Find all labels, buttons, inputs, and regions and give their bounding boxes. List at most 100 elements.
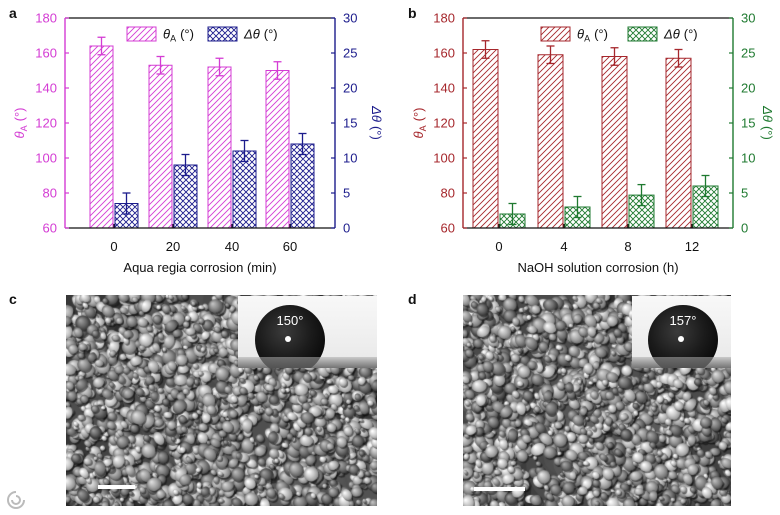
angle-hysteresis-legend-swatch <box>627 26 658 42</box>
y-right-axis-title: Δθ (°) <box>369 105 384 140</box>
droplet-highlight <box>678 336 684 342</box>
angle-hysteresis-bar <box>232 150 257 229</box>
contact-angle-legend-swatch <box>126 26 157 42</box>
scale-bar <box>98 485 135 489</box>
angle-hysteresis-error-bar <box>240 139 249 163</box>
x-tick-label: 4 <box>560 239 567 254</box>
angle-hysteresis-error-bar <box>508 202 517 226</box>
y-left-tick-label: 140 <box>35 81 57 96</box>
contact-angle-bar <box>265 70 290 229</box>
y-left-tick-label: 160 <box>35 46 57 61</box>
y-left-axis-title-symbol: θ <box>12 131 27 138</box>
y-right-tick-label: 15 <box>741 116 755 131</box>
contact-angle-legend-label-unit: (°) <box>594 27 608 42</box>
contact-angle-legend-label-unit: (°) <box>180 27 194 42</box>
angle-hysteresis-bar <box>290 143 315 229</box>
y-left-tick-label: 120 <box>35 116 57 131</box>
y-left-tick-label: 140 <box>433 81 455 96</box>
angle-hysteresis-error-bar <box>122 192 131 215</box>
panel-label-c: c <box>9 291 17 307</box>
panel-label-a: a <box>9 5 17 21</box>
contact-angle-error-bar <box>481 40 490 59</box>
y-right-tick-label: 20 <box>343 81 357 96</box>
x-tick-label: 60 <box>283 239 297 254</box>
y-right-tick-label: 5 <box>343 186 350 201</box>
angle-hysteresis-error-bar <box>637 183 646 207</box>
y-left-tick-label: 60 <box>43 221 57 236</box>
y-left-tick-label: 100 <box>35 151 57 166</box>
y-left-axis-title-unit: (°) <box>411 108 426 122</box>
y-right-tick-label: 25 <box>741 46 755 61</box>
x-tick-label: 40 <box>225 239 239 254</box>
y-right-axis-title-unit: (°) <box>369 126 384 140</box>
x-tick-label: 12 <box>685 239 699 254</box>
substrate-reflection <box>632 357 731 368</box>
y-left-tick-label: 180 <box>35 11 57 26</box>
angle-hysteresis-error-bar <box>701 174 710 198</box>
y-right-tick-label: 30 <box>741 11 755 26</box>
y-left-axis-title-symbol: θ <box>411 131 426 138</box>
y-right-tick-label: 5 <box>741 186 748 201</box>
contact-angle-bar <box>537 54 564 229</box>
x-axis-title: Aqua regia corrosion (min) <box>123 260 276 275</box>
y-left-axis-title: θA (°) <box>411 108 428 139</box>
contact-angle-legend-label-symbol: θ <box>577 27 584 42</box>
angle-hysteresis-error-bar <box>573 195 582 219</box>
x-tick-label: 8 <box>624 239 631 254</box>
angle-hysteresis-legend-label: Δθ (°) <box>243 27 278 42</box>
contact-angle-bar <box>148 64 173 229</box>
y-right-tick-label: 0 <box>741 221 748 236</box>
angle-hysteresis-legend-label-symbol: Δθ <box>243 27 260 42</box>
contact-angle-inset-d: 157° <box>632 296 731 368</box>
substrate-reflection <box>238 357 377 368</box>
angle-hysteresis-legend-label-unit: (°) <box>264 27 278 42</box>
y-right-tick-label: 20 <box>741 81 755 96</box>
y-left-tick-label: 120 <box>433 116 455 131</box>
y-left-axis-title-unit: (°) <box>12 108 27 122</box>
contact-angle-bar <box>207 66 232 229</box>
contact-angle-legend-label-subscript: A <box>584 34 590 44</box>
contact-angle-legend-label-symbol: θ <box>163 27 170 42</box>
contact-angle-label: 157° <box>669 313 697 328</box>
chart-a: 60 80 100 120 140 160 180 0 5 10 15 20 25 30 0 20 40 60 Aq… <box>12 11 384 276</box>
y-left-tick-label: 100 <box>433 151 455 166</box>
y-right-axis-title-unit: (°) <box>760 126 775 140</box>
y-right-axis-title: Δθ (°) <box>760 105 775 140</box>
angle-hysteresis-legend-label-unit: (°) <box>684 27 698 42</box>
y-right-tick-label: 15 <box>343 116 357 131</box>
chart-b: 60 80 100 120 140 160 180 0 5 10 15 20 25 30 0 4 8 12 NaOH… <box>411 11 775 276</box>
y-left-tick-label: 60 <box>441 221 455 236</box>
y-left-axis-title-subscript: A <box>19 125 29 131</box>
contact-angle-legend-swatch <box>540 26 571 42</box>
contact-angle-bar <box>601 56 628 229</box>
y-right-tick-label: 25 <box>343 46 357 61</box>
y-right-axis-title-symbol: Δθ <box>369 105 384 122</box>
x-tick-label: 0 <box>110 239 117 254</box>
x-axis-title: NaOH solution corrosion (h) <box>517 260 678 275</box>
y-right-tick-label: 30 <box>343 11 357 26</box>
contact-angle-error-bar <box>546 45 555 65</box>
contact-angle-error-bar <box>273 61 282 80</box>
contact-angle-error-bar <box>610 47 619 66</box>
y-right-axis-title-symbol: Δθ <box>760 105 775 122</box>
droplet-highlight <box>285 336 291 342</box>
y-left-axis-title: θA (°) <box>12 108 29 139</box>
panel-label-d: d <box>408 291 417 307</box>
contact-angle-error-bar <box>156 55 165 75</box>
y-left-tick-label: 80 <box>43 186 57 201</box>
y-left-tick-label: 180 <box>433 11 455 26</box>
y-left-axis-title-subscript: A <box>418 125 428 131</box>
panel-label-b: b <box>408 5 417 21</box>
contact-angle-label: 150° <box>276 313 304 328</box>
scale-bar <box>474 487 525 491</box>
angle-hysteresis-legend-swatch <box>207 26 238 42</box>
contact-angle-bar <box>665 57 692 229</box>
y-left-tick-label: 160 <box>433 46 455 61</box>
contact-angle-bar <box>89 45 114 229</box>
watermark-logo <box>7 491 25 509</box>
contact-angle-inset-c: 150° <box>238 296 377 368</box>
contact-angle-error-bar <box>674 48 683 68</box>
contact-angle-legend-label: θA (°) <box>163 27 194 44</box>
